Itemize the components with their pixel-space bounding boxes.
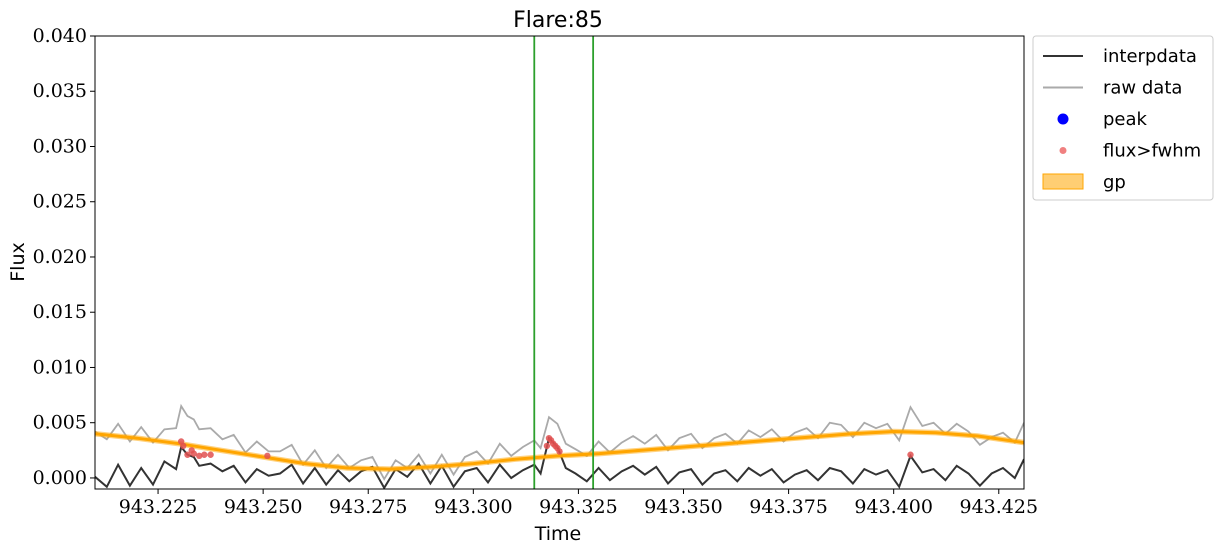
y-tick-label: 0.040 — [33, 25, 87, 47]
legend-swatch-dot — [1057, 113, 1069, 125]
x-tick-label: 943.425 — [959, 496, 1038, 518]
plot-frame — [94, 35, 1025, 490]
legend-label: peak — [1103, 109, 1148, 130]
flux-fwhm-point — [184, 451, 191, 458]
y-axis-label: Flux — [7, 242, 29, 282]
flux-fwhm-point — [556, 448, 563, 455]
x-axis-label: Time — [534, 523, 582, 545]
legend-entry: interpdata — [1043, 46, 1197, 67]
plot-area — [95, 36, 1024, 489]
x-axis: 943.225 943.250 943.275 943.300 943.325 943.3… — [119, 489, 1038, 518]
flux-fwhm-point — [196, 452, 203, 460]
legend-entry: raw data — [1043, 78, 1182, 99]
flux-fwhm-point — [201, 451, 208, 458]
x-tick-label: 943.275 — [329, 496, 408, 518]
series-raw-data-line — [95, 403, 1024, 481]
flux-fwhm-point — [190, 450, 197, 457]
legend-entry: peak — [1057, 109, 1148, 130]
legend-swatch-dot — [1059, 147, 1067, 154]
y-tick-label: 0.005 — [33, 412, 87, 434]
flux-fwhm-point — [207, 451, 214, 458]
x-tick-label: 943.325 — [539, 496, 618, 518]
legend-label: gp — [1103, 172, 1126, 193]
flux-fwhm-point — [180, 442, 187, 450]
flux-fwhm-point — [543, 442, 551, 450]
y-tick-label: 0.010 — [33, 356, 87, 378]
chart-title: Flare:85 — [513, 8, 603, 33]
y-tick-label: 0.020 — [33, 246, 87, 268]
y-axis: 0.000 0.005 0.010 0.015 0.020 0.025 0.030 0.035… — [33, 25, 95, 489]
y-tick-label: 0.030 — [33, 135, 87, 157]
y-tick-label: 0.015 — [33, 301, 87, 323]
legend-entry: gp — [1042, 172, 1126, 193]
x-tick-label: 943.350 — [644, 496, 723, 518]
x-tick-label: 943.375 — [749, 496, 828, 518]
flux-fwhm-point — [264, 452, 271, 460]
y-tick-label: 0.025 — [33, 191, 87, 213]
x-tick-label: 943.250 — [224, 496, 303, 518]
legend-label: interpdata — [1103, 46, 1197, 67]
legend-swatch-patch — [1042, 173, 1084, 190]
y-tick-label: 0.000 — [33, 467, 87, 489]
series-gp-line — [95, 429, 1024, 471]
legend: interpdata raw data peak flux>fwhm gp — [1032, 35, 1214, 201]
legend-label: raw data — [1103, 78, 1182, 99]
x-tick-label: 943.300 — [434, 496, 513, 518]
y-tick-label: 0.035 — [33, 80, 87, 102]
legend-frame — [1032, 35, 1214, 201]
x-tick-label: 943.225 — [119, 496, 198, 518]
legend-label: flux>fwhm — [1103, 141, 1201, 162]
flux-fwhm-point — [907, 451, 914, 458]
legend-entry: flux>fwhm — [1059, 141, 1201, 162]
x-tick-label: 943.400 — [854, 496, 933, 518]
